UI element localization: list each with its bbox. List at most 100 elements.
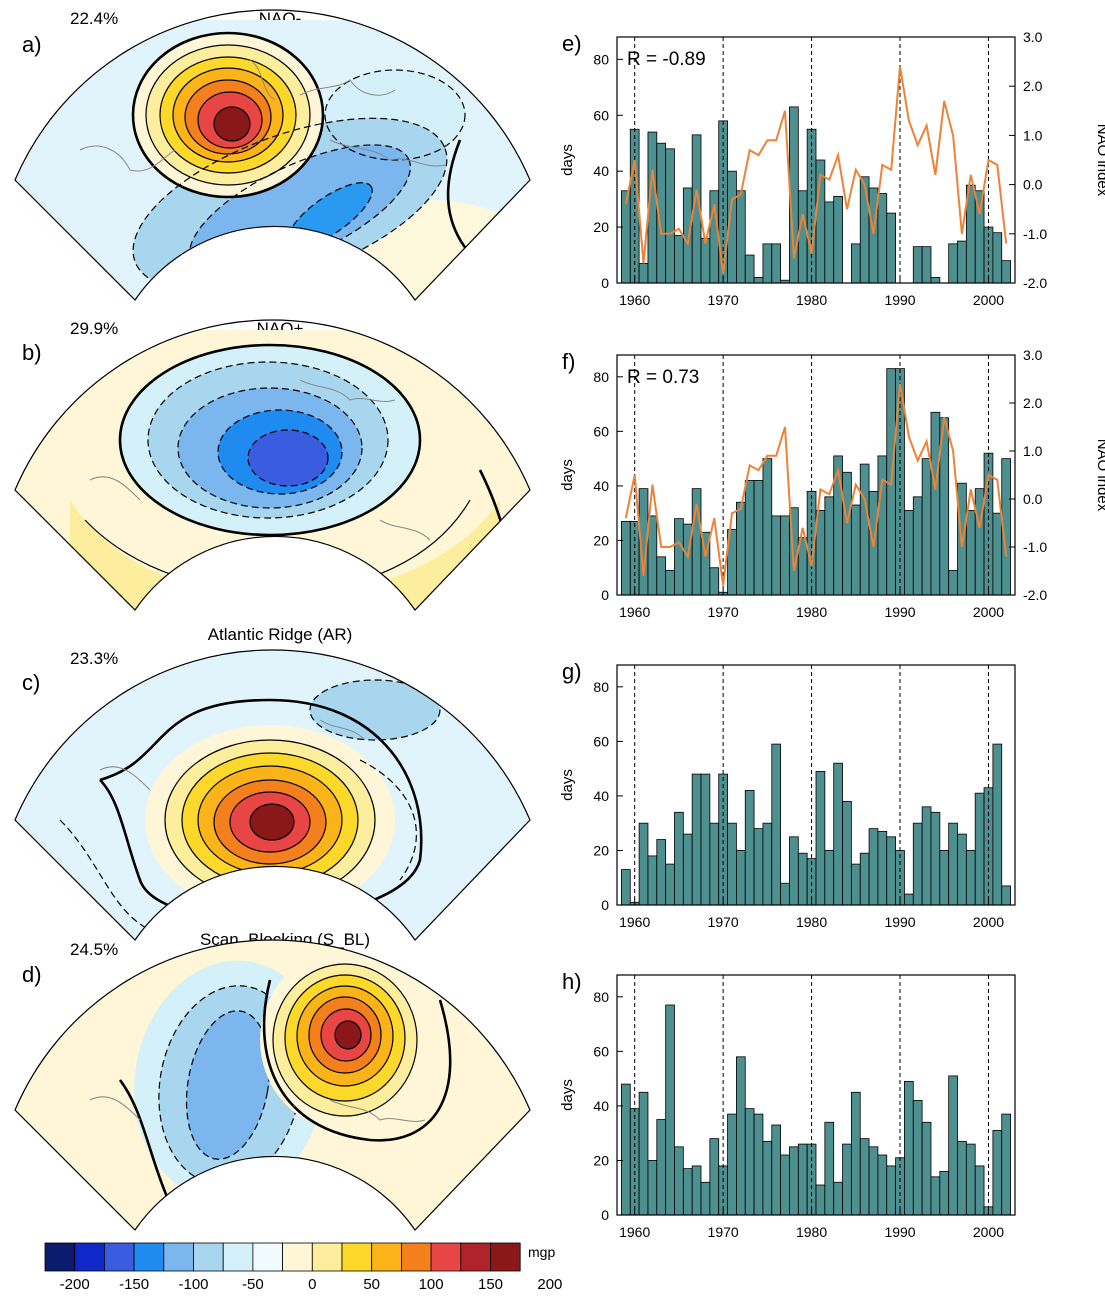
bar — [674, 811, 684, 906]
y-tick-label: 0 — [601, 897, 609, 913]
x-tick-label: 1980 — [796, 292, 827, 308]
bar — [939, 1170, 950, 1216]
panel-letter: e) — [562, 31, 582, 56]
bar — [877, 455, 888, 596]
bar — [665, 1004, 675, 1216]
bar — [859, 852, 870, 906]
bar — [744, 254, 755, 284]
bar — [771, 243, 782, 284]
colorbar-box — [282, 1242, 313, 1272]
correlation-annotation: R = 0.73 — [627, 367, 699, 388]
bar — [621, 520, 631, 596]
bar — [621, 190, 631, 284]
bar — [727, 1113, 737, 1216]
bar — [638, 263, 649, 284]
y-axis-label: days — [559, 459, 576, 491]
bar — [665, 148, 675, 284]
bar — [930, 811, 941, 906]
map-panel-c: c) 23.3% Atlantic Ridge (AR) — [14, 625, 531, 941]
bar — [1001, 260, 1011, 284]
bar — [833, 762, 843, 906]
bar — [736, 1056, 746, 1216]
colorbar-tick-label: 0 — [308, 1276, 316, 1293]
bar — [638, 822, 649, 906]
y-tick-label: 80 — [593, 51, 609, 67]
y-tick-label: 0 — [601, 1207, 609, 1223]
bar — [1001, 885, 1011, 906]
bar — [965, 1143, 976, 1216]
bar — [850, 243, 861, 284]
bar — [674, 1146, 684, 1216]
bar — [736, 501, 746, 596]
bar — [815, 1184, 826, 1216]
map-a-field — [15, 20, 530, 300]
bar — [744, 790, 755, 906]
bar — [842, 471, 852, 596]
y-tick-label: 60 — [593, 1043, 609, 1059]
chart-panel-h: h) 0 20 40 60 80 days 1960 1970 1980 1990 2000 — [559, 969, 1016, 1240]
bar — [930, 1176, 941, 1216]
map-b-field — [15, 330, 530, 610]
bar — [868, 828, 879, 906]
bar — [948, 822, 958, 906]
bar — [921, 246, 932, 284]
colorbar-unit: mgp — [528, 1244, 555, 1260]
x-tick-label: 1970 — [708, 292, 739, 308]
bar — [647, 1160, 658, 1216]
y2-tick-label: 3.0 — [1023, 347, 1043, 363]
bar — [859, 1138, 870, 1216]
bar — [700, 773, 711, 906]
bar — [691, 773, 702, 906]
bar — [762, 458, 773, 596]
bar — [886, 212, 896, 284]
bar — [682, 833, 693, 906]
bar — [753, 480, 764, 596]
bar — [948, 243, 958, 284]
colorbar-box — [222, 1242, 254, 1272]
map-d-letter: d) — [22, 962, 42, 987]
bar — [850, 504, 861, 596]
colorbar-box — [371, 1242, 402, 1272]
colorbar: -200 -150 -100 -50 0 50 100 150 200 mgp — [44, 1242, 562, 1293]
map-c-field — [15, 650, 530, 940]
y-tick-label: 0 — [601, 275, 609, 291]
map-c-percent: 23.3% — [70, 649, 118, 668]
nao-index-line — [624, 383, 1008, 586]
bar — [850, 1091, 861, 1216]
y-axis-label: days — [559, 769, 576, 801]
bar — [797, 190, 808, 284]
colorbar-box — [133, 1242, 165, 1272]
bar — [974, 792, 985, 906]
bar — [912, 496, 923, 596]
map-b-percent: 29.9% — [70, 319, 118, 338]
bar — [824, 850, 835, 906]
x-tick-label: 1970 — [708, 1224, 739, 1240]
y2-tick-label: 1.0 — [1023, 443, 1043, 459]
bar — [621, 869, 631, 906]
y-tick-label: 80 — [593, 989, 609, 1005]
bar — [904, 1080, 914, 1216]
colorbar-box — [44, 1242, 76, 1272]
map-panel-a: a) 22.4% NAO- — [14, 9, 531, 301]
y-tick-label: 0 — [601, 587, 609, 603]
bar — [824, 201, 835, 284]
bar — [886, 1165, 896, 1216]
y2-tick-label: 2.0 — [1023, 78, 1043, 94]
bar — [797, 852, 808, 906]
bar — [638, 1091, 649, 1216]
y2-tick-label: 0.0 — [1023, 491, 1043, 507]
x-tick-label: 1960 — [619, 1224, 650, 1240]
bar — [771, 1124, 782, 1216]
bar — [833, 195, 843, 284]
map-a-percent: 22.4% — [70, 9, 118, 28]
y2-tick-label: 3.0 — [1023, 29, 1043, 45]
bar — [709, 1138, 720, 1216]
x-tick-label: 1960 — [619, 292, 650, 308]
bar — [921, 458, 932, 596]
y-tick-label: 40 — [593, 163, 609, 179]
bar — [904, 510, 914, 596]
bar — [939, 850, 950, 906]
map-a-letter: a) — [22, 32, 42, 57]
map-c-title: Atlantic Ridge (AR) — [208, 625, 353, 644]
